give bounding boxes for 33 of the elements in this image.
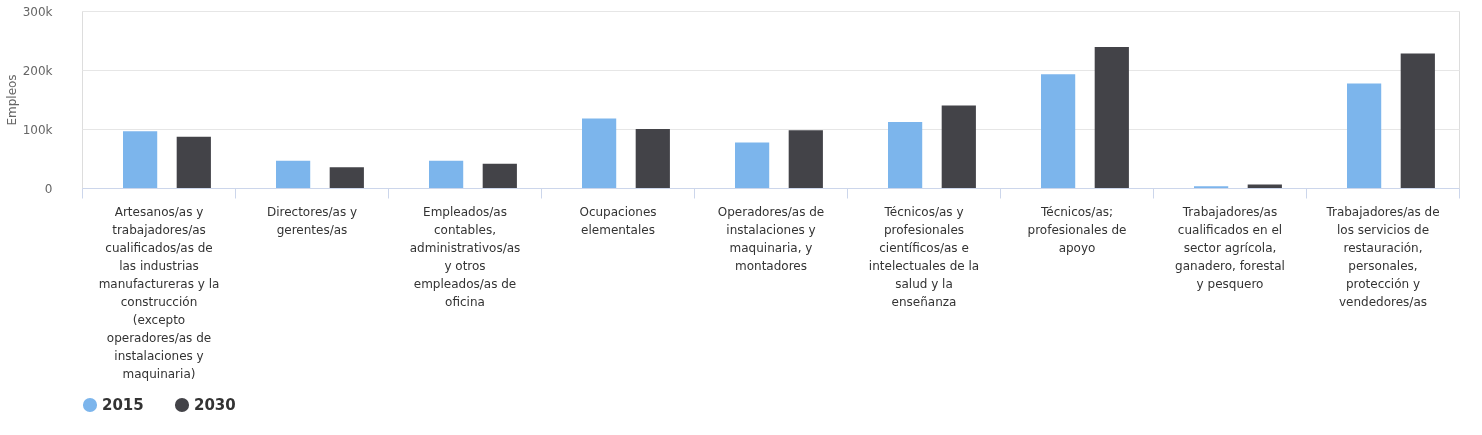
y-tick-label: 200k — [22, 63, 53, 78]
legend-label: 2015 — [102, 396, 144, 414]
bar — [941, 105, 976, 188]
x-tick-label: Trabajadores/as de los servicios de restauración, personales, protección y vendedores/as — [1325, 204, 1440, 309]
bar — [329, 167, 364, 188]
x-tick-label: Operadores/as de instalaciones y maquinaria, y montadores — [717, 204, 825, 273]
bar — [176, 136, 211, 188]
bar — [735, 142, 770, 188]
y-tick-label: 300k — [22, 4, 53, 19]
x-tick-label: Ocupaciones elementales — [579, 204, 657, 237]
bar — [1094, 46, 1129, 188]
bar — [1400, 53, 1435, 188]
bar — [123, 131, 158, 188]
y-axis-title: Empleos — [4, 74, 19, 126]
category-label: Artesanos/as y trabajadores/as cualificados/as de las industrias manufactureras y la construcción (excepto operadores/as de instalaciones y maquinaria) — [98, 204, 220, 381]
x-tick-label: Técnicos/as; profesionales de apoyo — [1027, 204, 1127, 255]
bar — [888, 121, 923, 188]
bar — [1041, 74, 1076, 188]
x-tick-label: Directores/as y gerentes/as — [266, 204, 358, 237]
x-tick-label: Trabajadores/as cualificados en el sector agrícola, ganadero, forestal y pesquero — [1175, 204, 1285, 291]
bar — [1347, 83, 1382, 188]
bar — [429, 160, 464, 188]
y-tick-label: 100k — [22, 122, 53, 137]
x-tick-label: Empleados/as contables, administrativos/as y otros empleados/as de oficina — [409, 204, 521, 309]
legend-label: 2030 — [194, 396, 236, 414]
bar — [788, 130, 823, 188]
bar — [635, 129, 670, 188]
bar — [582, 118, 617, 188]
y-tick-label: 0 — [44, 181, 53, 196]
x-tick-label: Técnicos/as y profesionales científicos/as e intelectuales de la salud y la enseñanza — [868, 204, 980, 309]
bar — [482, 163, 517, 188]
bar — [276, 160, 311, 188]
bar — [1247, 184, 1282, 188]
